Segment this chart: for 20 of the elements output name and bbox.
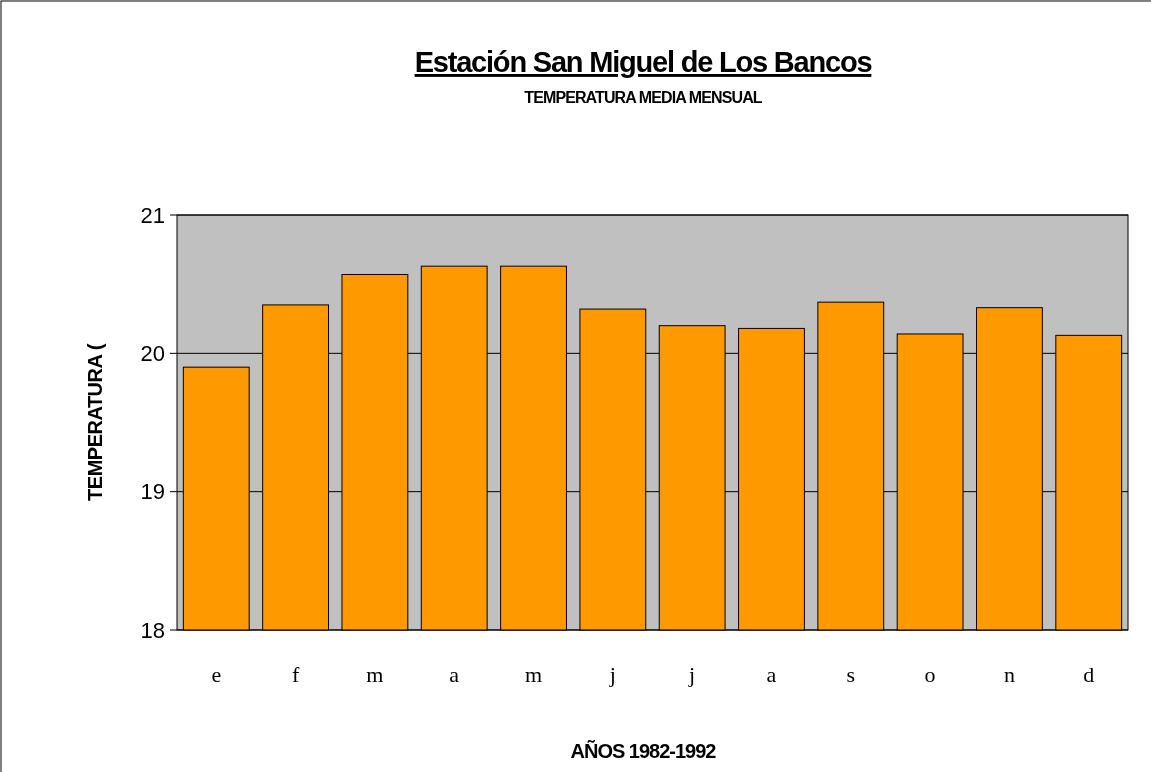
x-tick-label: s: [846, 662, 856, 687]
x-tick-label: o: [924, 662, 936, 687]
x-tick-label: e: [211, 662, 222, 687]
x-axis-title: AÑOS 1982-1992: [570, 740, 717, 762]
x-tick-label: n: [1003, 662, 1015, 687]
y-tick-label: 21: [140, 202, 165, 228]
x-tick-label: m: [524, 662, 543, 687]
x-tick-label: a: [766, 662, 777, 687]
chart-title: Estación San Miguel de Los Bancos: [414, 46, 872, 78]
y-tick-label: 20: [140, 341, 165, 367]
y-axis-title: TEMPERATURA (: [84, 343, 106, 501]
chart-subtitle: TEMPERATURA MEDIA MENSUAL: [524, 89, 763, 106]
x-tick-label: d: [1083, 662, 1095, 687]
x-tick-label: j: [688, 662, 696, 687]
x-tick-label: f: [291, 662, 300, 687]
x-tick-label: a: [449, 662, 460, 687]
x-tick-label: m: [366, 662, 384, 687]
y-tick-label: 19: [140, 479, 165, 505]
y-tick-label: 18: [140, 617, 165, 643]
x-tick-label: j: [608, 662, 616, 687]
